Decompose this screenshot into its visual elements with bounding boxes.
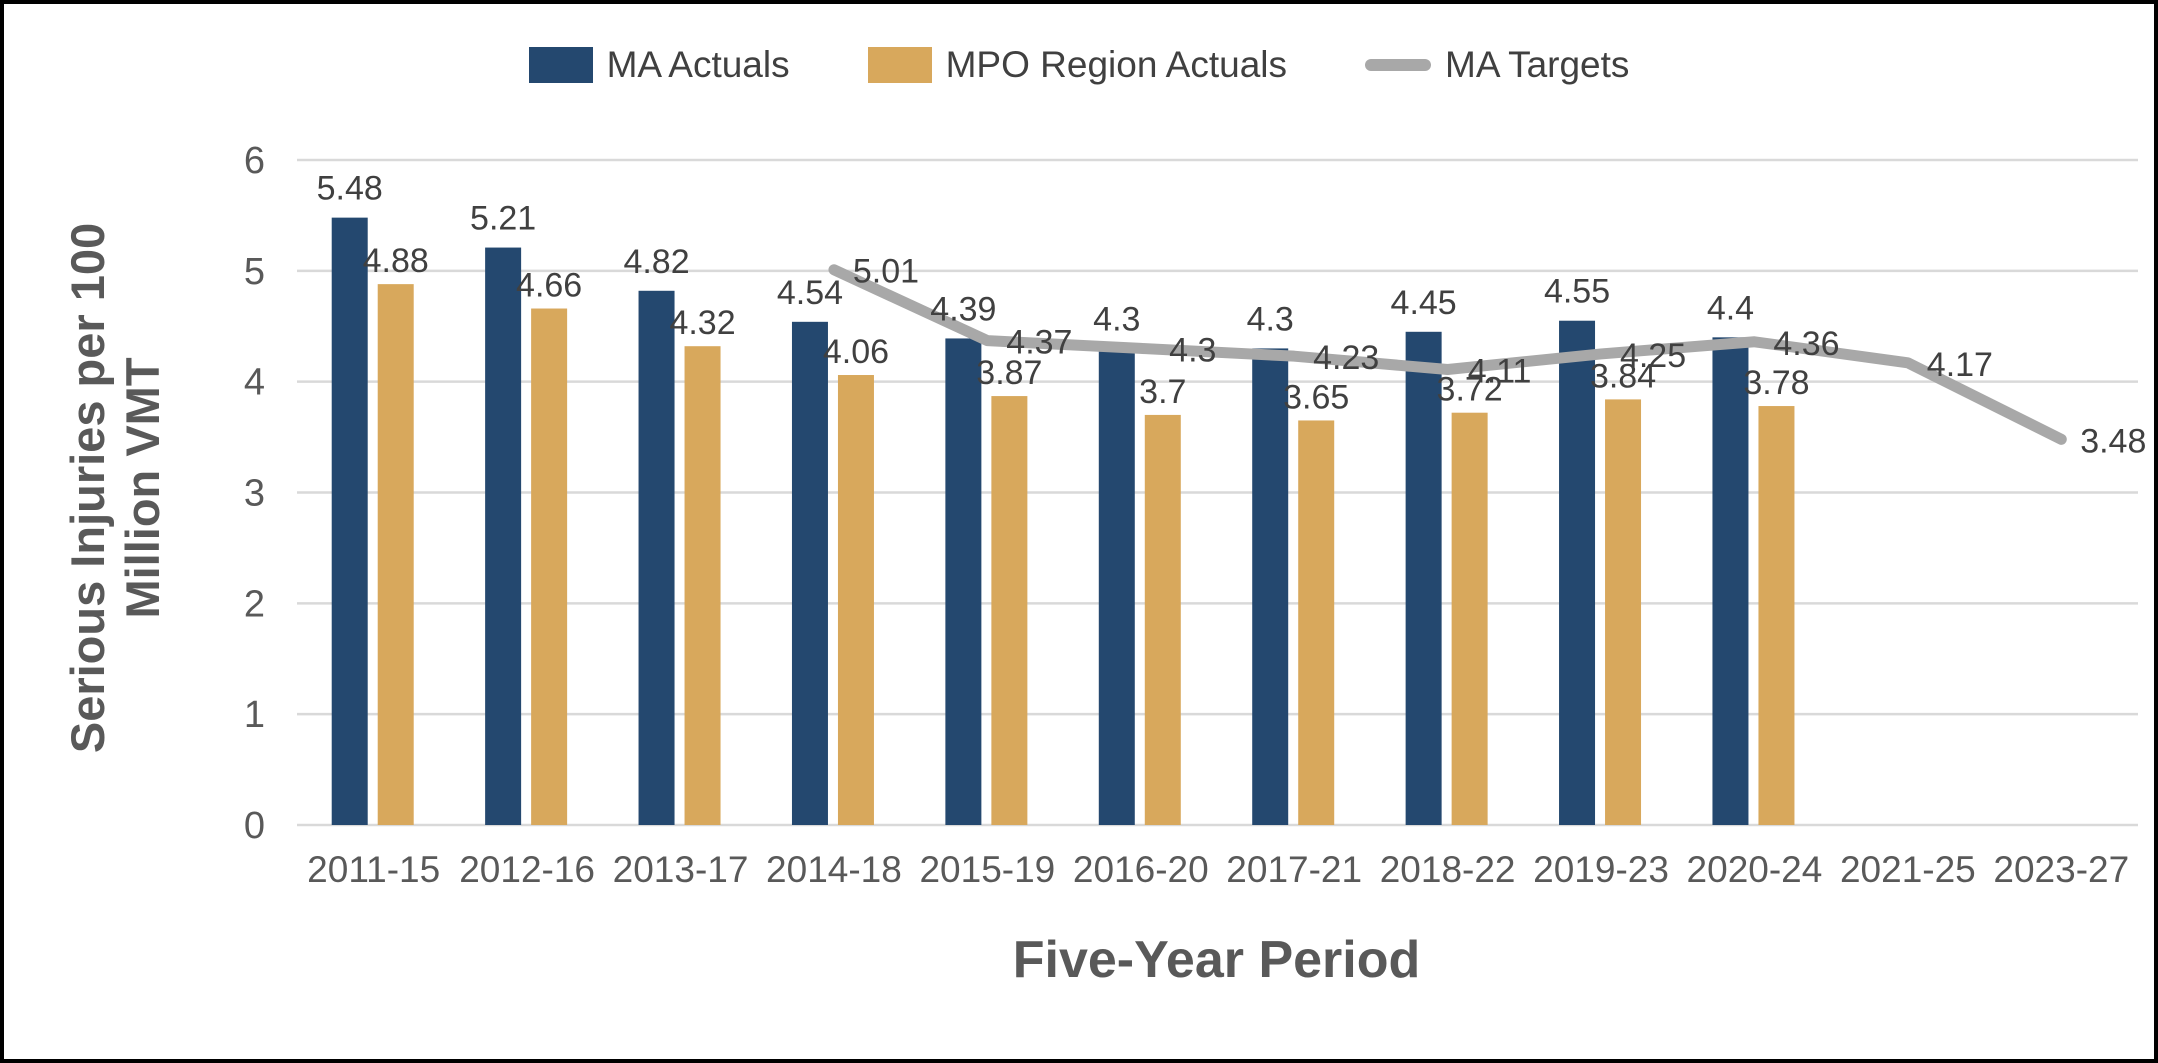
data-label-mpo-region-actuals-2011-15: 4.88 (363, 242, 429, 280)
x-tick-label-2014-18: 2014-18 (766, 849, 902, 890)
bar-mpo-region-actuals-2020-24 (1758, 406, 1795, 825)
data-label-ma-actuals-2019-23: 4.55 (1544, 273, 1610, 311)
data-label-ma-actuals-2015-19: 4.39 (930, 290, 996, 328)
data-label-mpo-region-actuals-2019-23: 3.84 (1590, 357, 1656, 395)
plot-area: 0 1 2 3 4 5 6 2011-15 2012-16 2013-17 2014-18 2015-… (244, 140, 2147, 890)
bar-ma-actuals-2015-19 (945, 338, 982, 825)
data-label-mpo-region-actuals-2012-16: 4.66 (516, 267, 582, 305)
y-tick-label-1: 1 (244, 694, 265, 736)
y-axis-title-line2: Million VMT (115, 357, 169, 619)
bar-mpo-region-actuals-2016-20 (1144, 414, 1181, 825)
bar-ma-actuals-2013-17 (638, 290, 675, 825)
x-tick-label-2012-16: 2012-16 (459, 849, 595, 890)
bar-ma-actuals-2018-22 (1405, 331, 1442, 825)
data-label-ma-actuals-2018-22: 4.45 (1391, 284, 1457, 322)
legend-item-mpo-region-actuals: MPO Region Actuals (867, 44, 1287, 86)
y-tick-label-0: 0 (244, 805, 265, 847)
data-label-mpo-region-actuals-2016-20: 3.7 (1139, 373, 1186, 411)
data-label-ma-targets-2021-25: 4.17 (1927, 346, 1993, 384)
x-tick-label-2017-21: 2017-21 (1226, 849, 1362, 890)
data-label-mpo-region-actuals-2015-19: 3.87 (976, 354, 1042, 392)
bar-ma-actuals-2011-15 (331, 217, 368, 826)
x-tick-label-2020-24: 2020-24 (1687, 849, 1823, 890)
bar-ma-actuals-2019-23 (1559, 320, 1596, 825)
data-label-mpo-region-actuals-2014-18: 4.06 (823, 333, 889, 371)
x-tick-label-2013-17: 2013-17 (613, 849, 749, 890)
data-label-ma-actuals-2013-17: 4.82 (623, 243, 689, 281)
data-label-ma-actuals-2020-24: 4.4 (1707, 289, 1754, 327)
y-tick-label-4: 4 (244, 362, 265, 404)
data-label-ma-actuals-2012-16: 5.21 (470, 200, 536, 238)
legend-item-ma-actuals: MA Actuals (528, 44, 790, 86)
data-label-ma-targets-2016-20: 4.3 (1169, 331, 1216, 369)
legend-label-mpo-region-actuals: MPO Region Actuals (945, 44, 1287, 85)
legend-label-ma-targets: MA Targets (1445, 44, 1630, 85)
bar-ma-actuals-2017-21 (1252, 348, 1289, 825)
data-label-ma-actuals-2011-15: 5.48 (317, 170, 383, 208)
data-label-ma-targets-2023-27: 3.48 (2080, 422, 2146, 460)
bar-mpo-region-actuals-2019-23 (1605, 399, 1642, 825)
x-tick-label-2021-25: 2021-25 (1840, 849, 1976, 890)
data-label-ma-targets-2019-23: 4.25 (1620, 337, 1686, 375)
data-label-ma-targets-2014-18: 5.01 (853, 253, 919, 291)
data-label-mpo-region-actuals-2013-17: 4.32 (669, 304, 735, 342)
legend-label-ma-actuals: MA Actuals (606, 44, 790, 85)
data-label-ma-targets-2017-21: 4.23 (1313, 339, 1379, 377)
data-label-ma-targets-2018-22: 4.11 (1468, 352, 1532, 390)
bar-mpo-region-actuals-2018-22 (1451, 412, 1488, 825)
data-label-ma-actuals-2014-18: 4.54 (777, 274, 843, 312)
y-tick-label-3: 3 (244, 473, 265, 515)
bar-mpo-region-actuals-2013-17 (684, 346, 721, 825)
bar-ma-actuals-2016-20 (1098, 348, 1135, 825)
data-label-ma-targets-2020-24: 4.36 (1773, 325, 1839, 363)
x-tick-label-2011-15: 2011-15 (307, 849, 440, 890)
ma-targets-swatch-icon (1365, 59, 1431, 71)
legend: MA Actuals MPO Region Actuals MA Targets (4, 44, 2154, 86)
data-label-ma-targets-2015-19: 4.37 (1006, 324, 1072, 362)
y-axis-title: Serious Injuries per 100 Million VMT (61, 117, 173, 859)
y-tick-label-5: 5 (244, 251, 265, 293)
data-label-mpo-region-actuals-2017-21: 3.65 (1283, 378, 1349, 416)
bar-mpo-region-actuals-2014-18 (837, 375, 874, 825)
mpo-region-actuals-swatch-icon (867, 47, 932, 83)
bar-mpo-region-actuals-2011-15 (377, 284, 414, 826)
y-tick-label-2: 2 (244, 583, 265, 625)
x-tick-label-2015-19: 2015-19 (919, 849, 1055, 890)
bar-ma-actuals-2012-16 (485, 247, 522, 825)
x-tick-label-2023-27: 2023-27 (1993, 849, 2129, 890)
data-label-mpo-region-actuals-2018-22: 3.72 (1437, 371, 1503, 409)
bar-mpo-region-actuals-2015-19 (991, 396, 1028, 825)
data-label-mpo-region-actuals-2020-24: 3.78 (1743, 364, 1809, 402)
x-tick-label-2016-20: 2016-20 (1073, 849, 1209, 890)
y-tick-label-6: 6 (244, 140, 265, 182)
x-axis-title: Five-Year Period (1012, 931, 1421, 989)
bar-mpo-region-actuals-2017-21 (1298, 420, 1335, 825)
legend-item-ma-targets: MA Targets (1365, 44, 1629, 86)
y-axis-title-line1: Serious Injuries per 100 (61, 222, 114, 754)
x-tick-label-2018-22: 2018-22 (1380, 849, 1516, 890)
data-label-ma-actuals-2017-21: 4.3 (1247, 300, 1294, 338)
ma-actuals-swatch-icon (528, 47, 593, 83)
bar-ma-actuals-2014-18 (791, 321, 828, 825)
bar-ma-actuals-2020-24 (1712, 337, 1749, 825)
ma-targets-line (828, 264, 2067, 445)
data-label-ma-actuals-2016-20: 4.3 (1093, 300, 1140, 338)
x-tick-label-2019-23: 2019-23 (1533, 849, 1669, 890)
bar-mpo-region-actuals-2012-16 (531, 308, 568, 825)
